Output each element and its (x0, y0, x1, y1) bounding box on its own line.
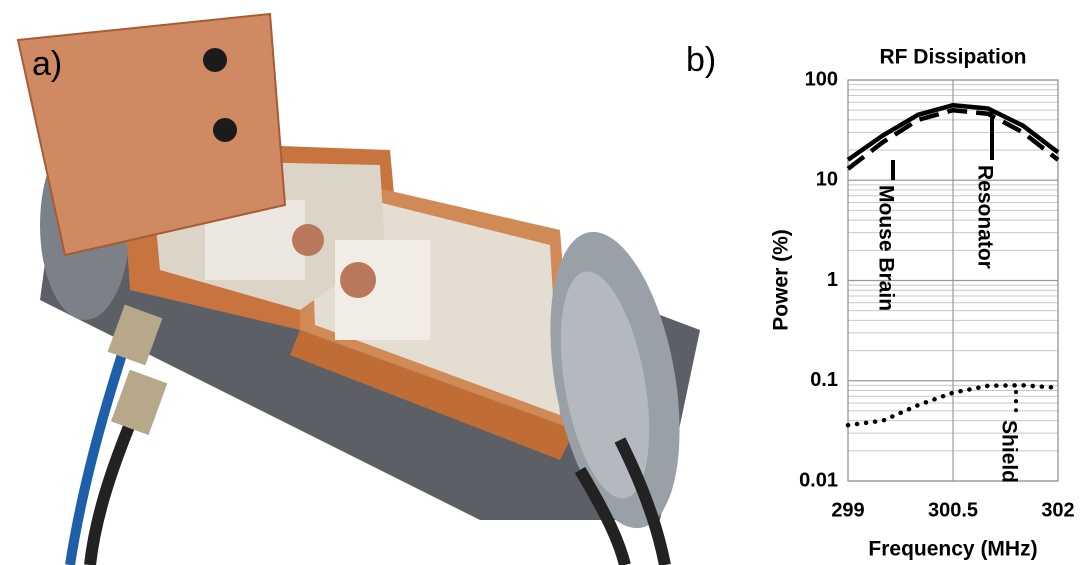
panel-label: a) (32, 45, 62, 83)
panel-label: b) (686, 41, 716, 79)
x-tick-label: 302 (1041, 499, 1074, 521)
y-tick-label: 100 (805, 68, 838, 90)
x-tick-label: 300.5 (928, 499, 978, 521)
series-label: Shield (997, 420, 1020, 483)
y-tick-label: 1 (827, 269, 838, 291)
y-tick-label: 0.01 (799, 469, 838, 491)
y-axis-label: Power (%) (770, 229, 793, 331)
y-tick-label: 10 (816, 169, 838, 191)
chart-title: RF Dissipation (879, 46, 1026, 69)
device-illustration (18, 14, 700, 565)
series-label: Resonator (973, 165, 996, 269)
series-label: Mouse Brain (874, 185, 897, 311)
y-tick-label: 0.1 (810, 369, 838, 391)
x-axis-label: Frequency (MHz) (868, 538, 1037, 561)
x-tick-label: 299 (831, 499, 864, 521)
figure: a) b) RF Dissipation Frequency (MHz) Pow… (0, 0, 1080, 565)
chart: RF Dissipation Frequency (MHz) Power (%)… (770, 46, 1075, 561)
